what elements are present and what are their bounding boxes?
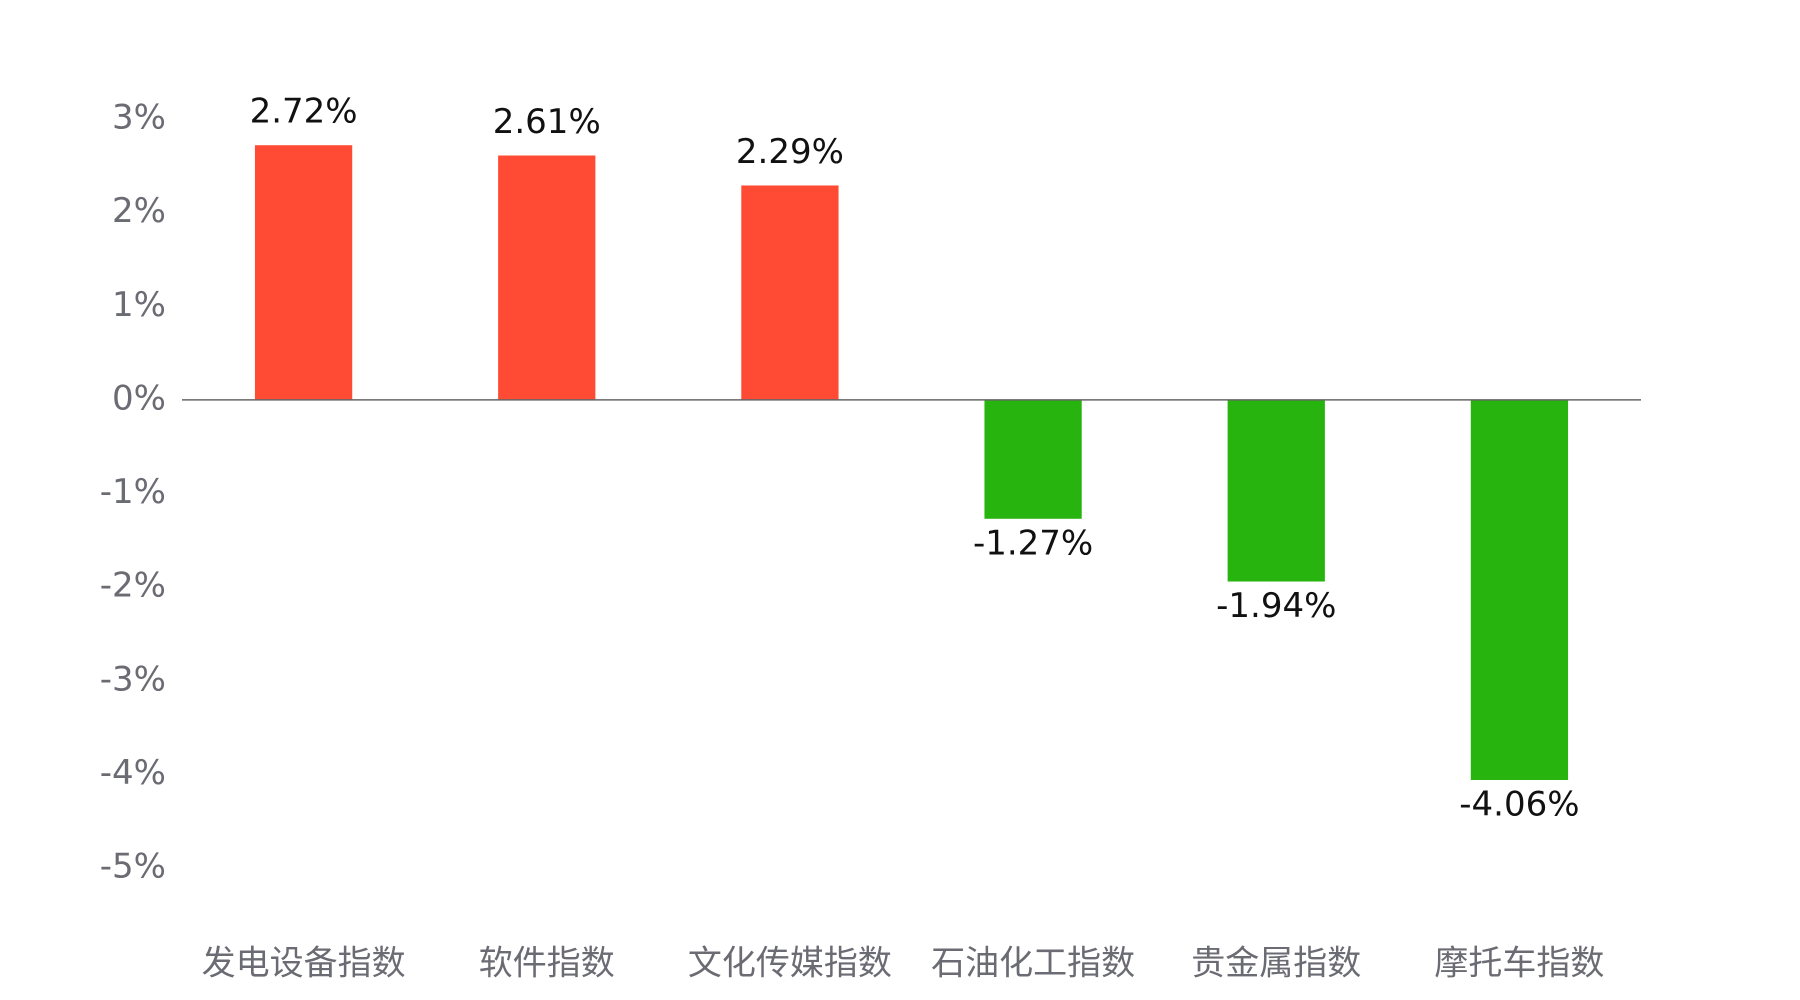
- bar: [498, 155, 596, 400]
- x-tick-label: 文化传媒指数: [688, 944, 892, 984]
- bar: [984, 399, 1082, 519]
- bar: [1470, 399, 1569, 780]
- value-label: 2.72%: [250, 92, 358, 132]
- x-tick-label: 发电设备指数: [202, 944, 406, 984]
- bar: [741, 185, 839, 400]
- value-label: -1.94%: [1216, 586, 1336, 626]
- y-tick-label: -5%: [100, 847, 166, 887]
- x-tick-label: 贵金属指数: [1191, 944, 1361, 984]
- value-label: 2.61%: [493, 102, 601, 142]
- y-tick-label: 1%: [112, 285, 166, 325]
- bar: [1227, 399, 1325, 582]
- value-label: -1.27%: [973, 523, 1093, 563]
- y-tick-label: 3%: [112, 98, 166, 138]
- bar: [254, 145, 353, 400]
- value-label: -4.06%: [1459, 784, 1579, 824]
- x-tick-label: 软件指数: [479, 944, 615, 984]
- x-tick-label: 摩托车指数: [1434, 944, 1604, 984]
- y-tick-label: -4%: [100, 753, 166, 793]
- y-tick-label: -2%: [100, 566, 166, 606]
- value-label: 2.29%: [736, 132, 844, 172]
- y-tick-label: 2%: [112, 191, 166, 231]
- y-tick-label: -3%: [100, 659, 166, 699]
- y-tick-label: -1%: [100, 472, 166, 512]
- y-tick-label: 0%: [112, 378, 166, 418]
- x-tick-label: 石油化工指数: [931, 944, 1135, 984]
